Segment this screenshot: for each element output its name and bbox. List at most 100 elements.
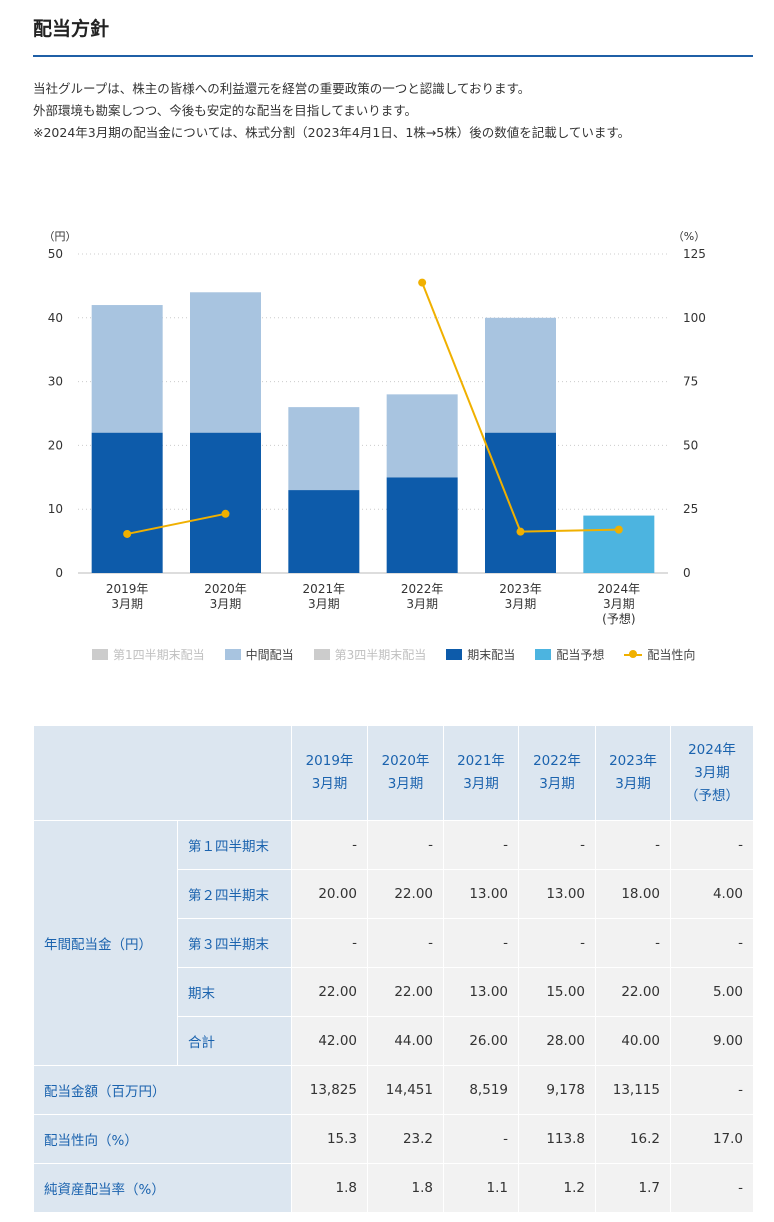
table-cell: 113.8: [518, 1114, 596, 1164]
table-cell: 42.00: [291, 1016, 368, 1066]
payout-point: [516, 527, 525, 536]
x-tick-label: (予想): [602, 611, 635, 626]
legend-q3-dividend[interactable]: 第3四半期末配当: [313, 646, 426, 663]
legend-year-end-dividend[interactable]: 期末配当: [446, 646, 515, 663]
y2-tick-label: 25: [683, 502, 698, 516]
table-cell: -: [443, 1114, 519, 1164]
legend-label: 配当予想: [556, 648, 605, 662]
table-cell: -: [518, 820, 596, 870]
x-tick-label: 3月期: [210, 597, 242, 611]
table-cell: 26.00: [443, 1016, 519, 1066]
y2-tick-label: 0: [683, 566, 691, 580]
table-cell: 22.00: [291, 967, 368, 1017]
row-label: 第３四半期末: [177, 918, 292, 968]
table-cell: 16.2: [595, 1114, 671, 1164]
table-cell: 17.0: [670, 1114, 754, 1164]
annual-dividend-group-label: 年間配当金（円）: [33, 820, 178, 1066]
bar-year-end: [485, 432, 556, 573]
year-header-line: （予想）: [685, 787, 739, 804]
table-row: 配当性向（%） 15.3 23.2 - 113.8 16.2 17.0: [33, 1114, 754, 1164]
table-header-row: 2019年 3月期 2020年 3月期 2021年 3月期 2022年 3月期 2023…: [33, 725, 754, 821]
table-cell: -: [595, 820, 671, 870]
table-row: 第３四半期末 - - - - - -: [34, 918, 754, 968]
year-header: 2020年 3月期: [367, 725, 444, 821]
row-label: 合計: [177, 1016, 292, 1066]
table-cell: 18.00: [595, 869, 671, 919]
table-cell: 15.3: [291, 1114, 368, 1164]
year-header: 2023年 3月期: [595, 725, 671, 821]
legend-q3-swatch: [313, 649, 330, 660]
year-header-line: 3月期: [694, 764, 730, 781]
bar-interim: [386, 394, 458, 478]
legend-q1-dividend[interactable]: 第1四半期末配当: [92, 646, 205, 663]
table-row: 合計 42.00 44.00 26.00 28.00 40.00 9.00: [34, 1016, 754, 1066]
year-header: 2021年 3月期: [443, 725, 519, 821]
table-cell: -: [443, 820, 519, 870]
intro-line: 当社グループは、株主の皆様への利益還元を経営の重要政策の一つと認識しております。: [33, 81, 531, 96]
row-label: 純資産配当率（%）: [33, 1163, 292, 1213]
legend-forecast-dividend[interactable]: 配当予想: [535, 646, 604, 663]
table-cell: -: [291, 820, 368, 870]
table-cell: 22.00: [367, 967, 444, 1017]
row-label: 第２四半期末: [177, 869, 292, 919]
table-cell: 20.00: [291, 869, 368, 919]
x-tick-label: 3月期: [603, 597, 635, 611]
table-cell: -: [291, 918, 368, 968]
table-cell: 9,178: [518, 1065, 596, 1115]
dividend-chart: （円） （%）0102030405002550751001252019年3月期20…: [44, 230, 706, 626]
legend-label: 配当性向: [647, 648, 696, 662]
table-cell: 13,115: [595, 1065, 671, 1115]
legend-interim-dividend[interactable]: 中間配当: [224, 646, 294, 663]
bar-year-end: [386, 477, 458, 573]
table-cell: 1.8: [367, 1163, 444, 1213]
bar-year-end: [288, 490, 360, 573]
table-row: 期末 22.00 22.00 13.00 15.00 22.00 5.00: [34, 967, 754, 1017]
table-cell: -: [367, 820, 444, 870]
intro-text: 当社グループは、株主の皆様への利益還元を経営の重要政策の一つと認識しております。…: [33, 78, 753, 144]
y-tick-label: 10: [48, 502, 63, 516]
bar-year-end: [190, 432, 261, 573]
page-title: 配当方針: [33, 18, 110, 40]
table-cell: 44.00: [367, 1016, 444, 1066]
payout-point: [418, 278, 427, 287]
legend-payout-ratio[interactable]: 配当性向: [624, 646, 695, 663]
legend-interim-swatch: [224, 649, 241, 660]
table-row: 配当金額（百万円） 13,825 14,451 8,519 9,178 13,1…: [33, 1065, 754, 1115]
year-header-line: 2019年: [305, 753, 354, 769]
legend-label: 期末配当: [467, 648, 516, 662]
y-tick-label: 50: [48, 247, 63, 261]
chart-legend: 第1四半期末配当 中間配当 第3四半期末配当 期末配当 配当予想 配当性向: [92, 646, 715, 663]
table-cell: 8,519: [443, 1065, 519, 1115]
legend-q1-swatch: [92, 649, 108, 660]
table-cell: 13,825: [291, 1065, 368, 1115]
y2-axis-unit: （%）: [673, 230, 705, 243]
y-tick-label: 20: [48, 438, 63, 452]
year-header-line: 3月期: [311, 776, 348, 792]
bar-interim: [190, 292, 261, 433]
intro-line: 外部環境も勘案しつつ、今後も安定的な配当を目指してまいります。: [33, 103, 418, 118]
table-cell: 28.00: [518, 1016, 596, 1066]
legend-label: 中間配当: [245, 648, 294, 662]
table-cell: -: [670, 1065, 754, 1115]
year-header-line: 3月期: [387, 776, 424, 792]
x-tick-label: 3月期: [308, 597, 340, 611]
payout-line-segment: [520, 528, 619, 533]
y2-tick-label: 100: [683, 311, 706, 325]
table-cell: 1.7: [595, 1163, 671, 1213]
payout-point: [221, 509, 230, 518]
table-cell: -: [595, 918, 671, 968]
table-cell: 23.2: [367, 1114, 444, 1164]
table-cell: 1.8: [291, 1163, 368, 1213]
year-header-line: 2024年: [688, 741, 736, 758]
x-tick-label: 3月期: [406, 597, 438, 611]
table-cell: 22.00: [367, 869, 444, 919]
table-cell: 9.00: [670, 1016, 754, 1066]
table-cell: -: [367, 918, 444, 968]
payout-line-segment: [126, 512, 226, 535]
y2-tick-label: 50: [683, 438, 698, 452]
x-tick-label: 3月期: [111, 597, 143, 611]
table-corner-cell: [33, 725, 292, 821]
table-cell: 14,451: [367, 1065, 444, 1115]
payout-point: [123, 529, 132, 538]
table-row: 年間配当金（円） 第１四半期末 - - - - - -: [33, 820, 754, 1066]
